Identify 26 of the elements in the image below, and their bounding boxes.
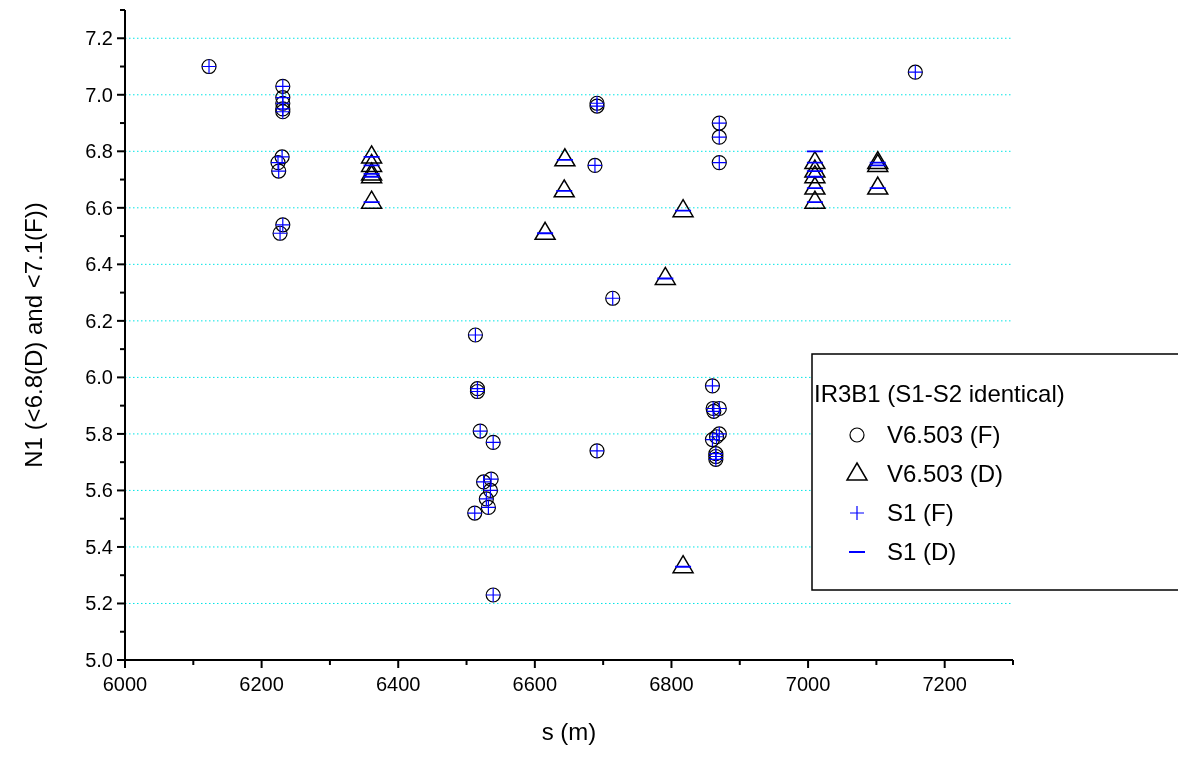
x-tick-label: 6600 bbox=[512, 673, 558, 695]
y-tick-label: 5.0 bbox=[85, 649, 113, 671]
y-tick-label: 5.6 bbox=[85, 479, 113, 502]
x-tick-label: 7200 bbox=[922, 673, 967, 695]
y-tick-label: 6.4 bbox=[85, 253, 113, 276]
y-tick-label: 6.8 bbox=[85, 140, 113, 163]
legend-label: V6.503 (F) bbox=[887, 421, 1001, 448]
y-tick-label: 5.8 bbox=[85, 422, 113, 445]
x-tick-label: 6400 bbox=[375, 673, 421, 695]
legend-label: S1 (D) bbox=[887, 538, 957, 565]
x-tick-label: 7000 bbox=[785, 673, 831, 695]
y-tick-label: 5.2 bbox=[85, 592, 113, 615]
x-tick-label: 6800 bbox=[649, 673, 694, 695]
legend-label: V6.503 (D) bbox=[887, 460, 1004, 487]
legend-title: IR3B1 (S1-S2 identical) bbox=[814, 380, 1065, 407]
x-axis-title: s (m) bbox=[541, 718, 597, 745]
x-tick-label: 6000 bbox=[102, 673, 148, 695]
y-tick-label: 6.2 bbox=[85, 309, 113, 332]
y-tick-label: 7.0 bbox=[85, 83, 113, 106]
y-axis-title: N1 (<6.8(D) and <7.1(F)) bbox=[20, 202, 47, 468]
y-tick-label: 6.0 bbox=[85, 366, 113, 389]
y-tick-label: 6.6 bbox=[85, 196, 113, 219]
legend-label: S1 (F) bbox=[887, 499, 954, 526]
x-tick-label: 6200 bbox=[239, 673, 284, 695]
y-tick-label: 7.2 bbox=[85, 27, 113, 50]
y-tick-label: 5.4 bbox=[85, 535, 113, 558]
